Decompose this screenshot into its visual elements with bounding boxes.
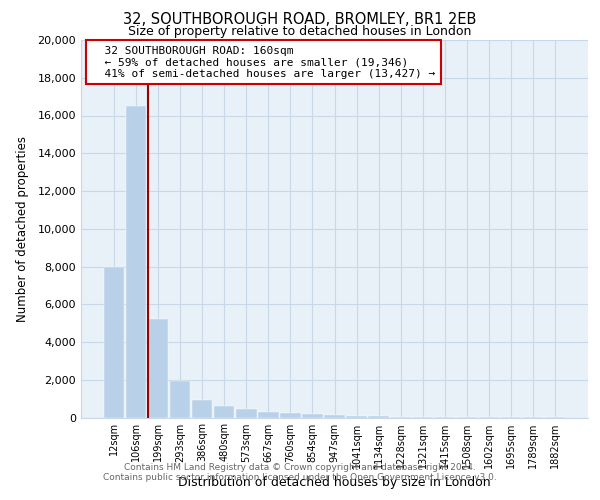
- X-axis label: Distribution of detached houses by size in London: Distribution of detached houses by size …: [178, 476, 491, 489]
- Bar: [434, 417, 455, 418]
- Text: Contains HM Land Registry data © Crown copyright and database right 2024.: Contains HM Land Registry data © Crown c…: [124, 462, 476, 471]
- Bar: [148, 320, 169, 418]
- Text: 32, SOUTHBOROUGH ROAD, BROMLEY, BR1 2EB: 32, SOUTHBOROUGH ROAD, BROMLEY, BR1 2EB: [124, 12, 476, 28]
- Bar: [236, 410, 257, 418]
- Bar: [346, 416, 367, 418]
- Text: Size of property relative to detached houses in London: Size of property relative to detached ho…: [128, 25, 472, 38]
- Text: Contains public sector information licensed under the Open Government Licence v3: Contains public sector information licen…: [103, 472, 497, 482]
- Bar: [104, 266, 124, 418]
- Bar: [412, 417, 433, 418]
- Bar: [258, 412, 278, 418]
- Bar: [391, 416, 411, 418]
- Bar: [126, 106, 146, 418]
- Bar: [280, 413, 301, 418]
- Y-axis label: Number of detached properties: Number of detached properties: [16, 136, 29, 322]
- Bar: [192, 400, 212, 417]
- Bar: [170, 380, 190, 418]
- Text: 32 SOUTHBOROUGH ROAD: 160sqm
  ← 59% of detached houses are smaller (19,346)
  4: 32 SOUTHBOROUGH ROAD: 160sqm ← 59% of de…: [91, 46, 436, 79]
- Bar: [302, 414, 323, 418]
- Bar: [368, 416, 389, 418]
- Bar: [325, 415, 344, 418]
- Bar: [214, 406, 235, 417]
